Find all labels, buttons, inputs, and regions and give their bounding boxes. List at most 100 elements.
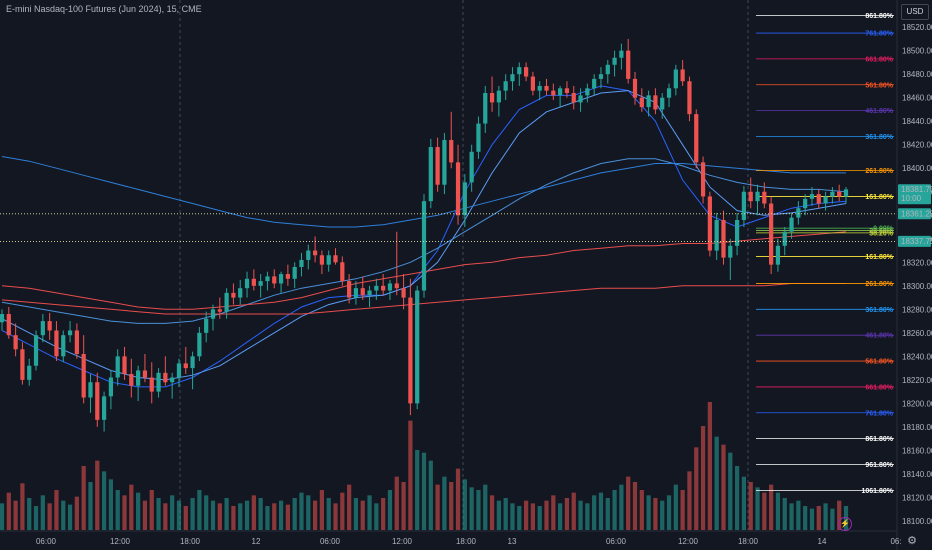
fib-level-label: 661.80% xyxy=(865,384,893,391)
candle-body xyxy=(789,217,794,232)
candle-body xyxy=(394,283,399,289)
volume-bar xyxy=(700,426,706,530)
volume-bar xyxy=(61,500,66,530)
fib-level-label: 361.80% xyxy=(865,307,893,314)
volume-bar xyxy=(775,492,781,530)
volume-bar xyxy=(278,500,284,530)
fibonacci-extension-levels: 861.80% 761.80% 661.80% 561.80% 461.80% 361.8… xyxy=(756,13,894,495)
candle-body xyxy=(306,250,311,260)
candle-body xyxy=(285,274,290,279)
volume-bar xyxy=(74,496,79,530)
candle-body xyxy=(816,194,821,204)
candle-body xyxy=(231,292,236,298)
volume-bar xyxy=(20,483,25,530)
volume-bar xyxy=(803,506,808,530)
candle-body xyxy=(88,382,93,398)
currency-button[interactable]: USD xyxy=(901,4,929,20)
volume-bar xyxy=(415,450,420,530)
volume-bar xyxy=(809,508,815,530)
volume-bar xyxy=(326,498,331,530)
volume-bar xyxy=(353,498,359,530)
time-tick-label: 06:00 xyxy=(320,537,341,546)
candle-body xyxy=(61,335,66,357)
volume-bar xyxy=(748,482,753,530)
fib-level-label: 261.80% xyxy=(865,281,893,288)
volume-bar xyxy=(88,482,93,530)
candle-body xyxy=(537,85,542,91)
candle-body xyxy=(605,64,610,75)
candle-body xyxy=(673,69,678,89)
volume-bar xyxy=(47,503,52,530)
candle-body xyxy=(755,191,760,202)
candle-body xyxy=(564,88,570,93)
volume-bar xyxy=(292,498,297,530)
volume-bar xyxy=(714,436,719,530)
candle-body xyxy=(585,88,590,96)
candle-body xyxy=(544,85,549,91)
price-tag xyxy=(898,184,931,205)
candle-body xyxy=(503,81,508,91)
volume-bar xyxy=(347,484,352,530)
candlestick-series xyxy=(0,38,849,432)
volume-bar xyxy=(367,495,372,530)
candle-body xyxy=(421,201,427,291)
volume-bar xyxy=(163,503,168,530)
volume-bar xyxy=(816,506,821,530)
volume-bar xyxy=(428,460,433,530)
price-tag-label: 18337.75 xyxy=(901,237,932,246)
candle-body xyxy=(312,250,318,256)
volume-bar xyxy=(435,484,440,530)
candle-body xyxy=(408,297,413,404)
volume-bar xyxy=(503,498,508,530)
candle-body xyxy=(687,81,692,115)
gear-icon[interactable]: ⚙ xyxy=(907,535,917,547)
candle-body xyxy=(489,93,495,103)
volume-bar xyxy=(455,468,461,530)
volume-bar xyxy=(673,484,678,530)
volume-bar xyxy=(734,466,740,530)
volume-bar xyxy=(823,503,828,530)
candle-body xyxy=(748,191,753,202)
volume-bar xyxy=(558,503,563,530)
time-tick-label: 18:00 xyxy=(738,537,759,546)
time-tick-label: 13 xyxy=(508,537,517,546)
volume-bar xyxy=(340,492,345,530)
volume-bar xyxy=(13,500,18,530)
fib-level-label: 0.00% xyxy=(873,226,894,233)
price-tick-label: 18240.00 xyxy=(902,352,932,361)
candle-body xyxy=(660,97,665,110)
time-tick-label: 06:00 xyxy=(606,537,627,546)
fib-level-label: 561.80% xyxy=(865,359,893,366)
fib-level-label: 23.60% xyxy=(869,228,894,235)
volume-bar xyxy=(544,500,549,530)
volume-bar xyxy=(449,482,454,530)
volume-bar xyxy=(122,495,127,530)
candle-body xyxy=(612,57,617,65)
candle-body xyxy=(496,90,501,103)
candle-body xyxy=(830,191,835,197)
volume-bar xyxy=(319,490,325,530)
volume-bar xyxy=(660,500,665,530)
candle-body xyxy=(190,356,195,369)
candle-body xyxy=(803,198,808,209)
volume-bar xyxy=(537,506,542,530)
candle-body xyxy=(47,321,52,331)
candle-body xyxy=(142,370,148,378)
fib-level-label: 1061.80% xyxy=(861,488,893,495)
volume-bar xyxy=(830,508,835,530)
fib-level-label: 861.80% xyxy=(865,436,893,443)
volume-bar xyxy=(421,452,427,530)
candle-body xyxy=(700,162,706,197)
volume-bar xyxy=(796,500,801,530)
price-tick-label: 18280.00 xyxy=(902,305,932,314)
volume-bar xyxy=(258,498,263,530)
volume-bar xyxy=(108,479,114,530)
fib-level-label: 161.80% xyxy=(865,254,893,261)
lightning-icon[interactable]: ⚡ xyxy=(838,517,852,531)
candle-body xyxy=(340,262,345,282)
candle-body xyxy=(122,356,127,374)
volume-bar xyxy=(626,476,631,530)
price-tick-label: 18520.00 xyxy=(902,23,932,32)
